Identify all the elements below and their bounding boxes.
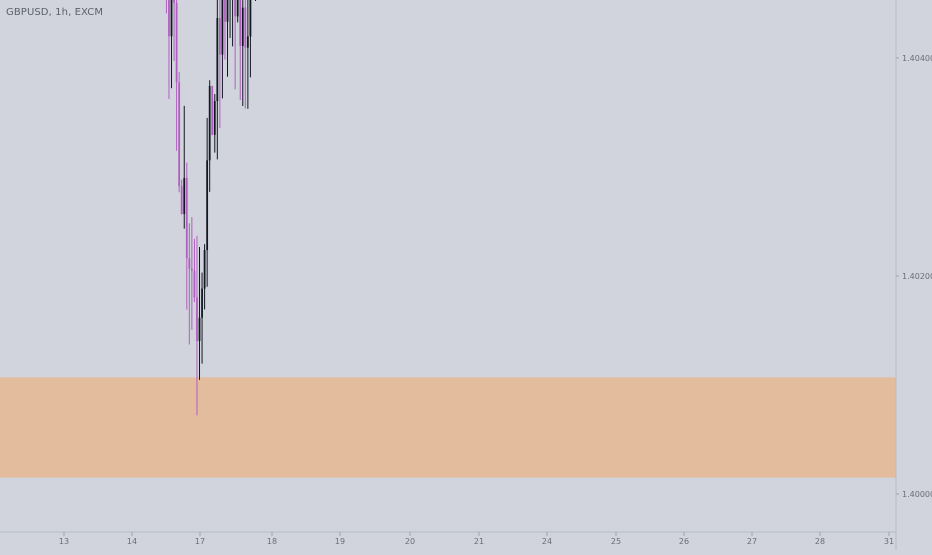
candle-body (242, 8, 244, 46)
candle-body (191, 269, 193, 271)
x-tick-label: 19 (335, 537, 345, 546)
y-tick-label: 1.40200 (902, 272, 932, 281)
candle-body (171, 0, 173, 36)
candle-body (247, 36, 249, 47)
candle-body (214, 101, 216, 135)
x-tick-label: 14 (127, 537, 137, 546)
demand-zone (0, 377, 896, 477)
candle-body (216, 18, 218, 101)
candle-body (211, 86, 213, 135)
candle-body (183, 178, 185, 214)
candle-body (219, 18, 221, 55)
x-tick-label: 27 (747, 537, 757, 546)
candle-body (209, 86, 211, 160)
candle-body (227, 0, 229, 22)
x-tick-label: 13 (59, 537, 69, 546)
y-tick-label: 1.40000 (902, 490, 932, 499)
x-tick-label: 17 (195, 537, 205, 546)
y-tick-label: 1.40400 (902, 54, 932, 63)
x-tick-label: 25 (611, 537, 621, 546)
candle-body (204, 250, 206, 288)
symbol-label: GBPUSD, 1h, EXCM (6, 7, 103, 18)
candle-body (181, 186, 183, 214)
candle-body (196, 297, 198, 341)
x-tick-label: 21 (474, 537, 484, 546)
candle-body (222, 0, 224, 55)
candle-body (178, 82, 180, 186)
candle-body (250, 0, 252, 36)
candle-body (194, 271, 196, 298)
x-tick-label: 20 (405, 537, 415, 546)
candle-body (237, 0, 239, 16)
candle-body (201, 289, 203, 318)
candle-body (199, 318, 201, 341)
candle-body (173, 0, 175, 3)
x-tick-label: 18 (267, 537, 277, 546)
candle-body (176, 3, 178, 82)
candle-body (224, 0, 226, 22)
candle-body (206, 160, 208, 250)
candle-body (239, 0, 241, 46)
x-tick-label: 31 (884, 537, 894, 546)
candle-body (186, 178, 188, 258)
candle-body (234, 0, 236, 16)
x-tick-label: 28 (815, 537, 825, 546)
candle-body (168, 0, 170, 36)
x-tick-label: 24 (542, 537, 552, 546)
candle-body (188, 258, 190, 268)
x-tick-label: 26 (679, 537, 689, 546)
candle-body (244, 8, 246, 48)
